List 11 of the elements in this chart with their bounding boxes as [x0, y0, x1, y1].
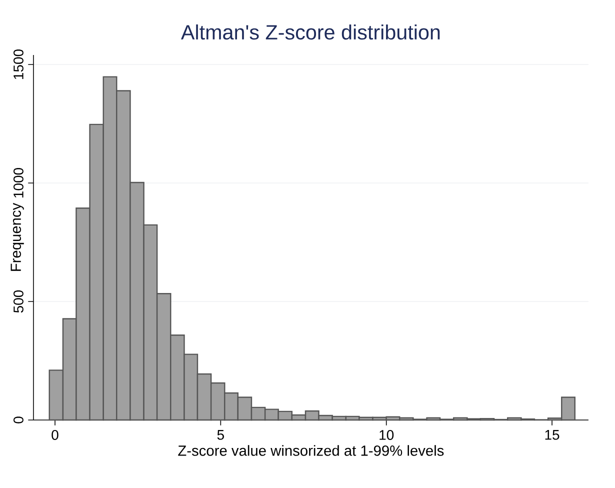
y-tick-label: 500	[14, 290, 24, 313]
y-tick-label: 0	[14, 416, 24, 424]
y-axis-title: Frequency	[10, 202, 24, 271]
x-tick-label: 0	[52, 430, 58, 440]
chart-title: Altman's Z-score distribution	[180, 24, 440, 40]
x-axis-title: Z-score value winsorized at 1-99% levels	[178, 445, 444, 456]
y-tick-label: 1500	[14, 49, 24, 79]
x-tick-label: 15	[545, 430, 560, 440]
x-tick-label: 10	[380, 430, 394, 440]
x-tick-label: 5	[217, 430, 224, 440]
y-tick-label: 1000	[14, 168, 24, 198]
